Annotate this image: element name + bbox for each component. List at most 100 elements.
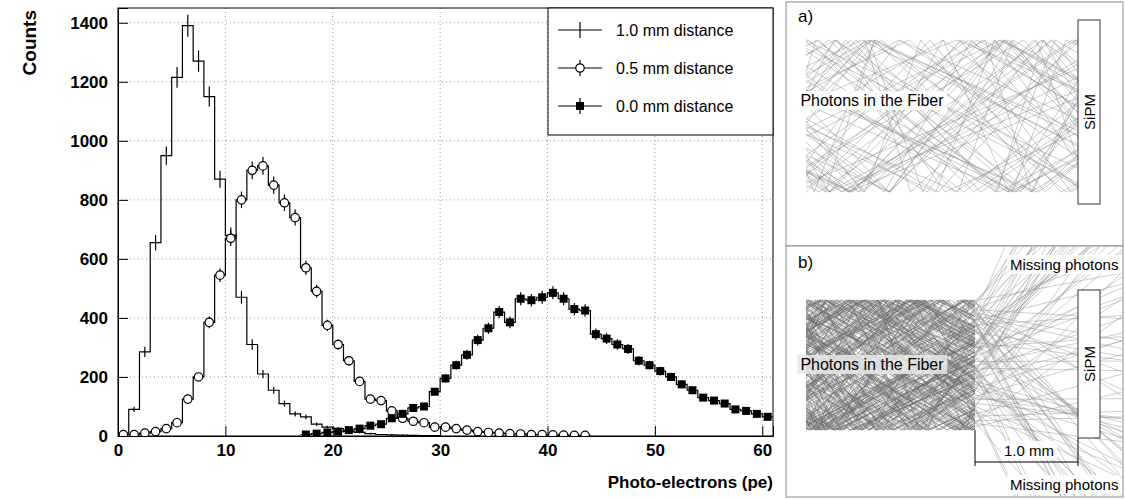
fiber-label: Photons in the Fiber	[800, 356, 944, 373]
series	[118, 15, 440, 436]
marker-circle	[323, 321, 331, 329]
fiber-label-group: Photons in the Fiber	[797, 91, 947, 110]
y-tick: 200	[80, 368, 128, 387]
marker-square	[538, 293, 546, 301]
error-bar	[252, 339, 253, 350]
step-line	[301, 293, 773, 435]
marker-square	[613, 340, 621, 348]
photon-ray	[806, 40, 1078, 192]
marker-square	[452, 361, 460, 369]
error-bar	[434, 435, 435, 436]
y-tick-mark	[118, 259, 128, 260]
marker-circle	[269, 181, 277, 189]
missing-label-group: Missing photons	[1007, 255, 1121, 274]
marker-square	[323, 428, 331, 436]
photon-ray	[806, 300, 975, 430]
marker-circle	[388, 407, 396, 415]
x-tick-mark	[225, 426, 226, 436]
marker-square	[764, 413, 772, 421]
photon-ray	[806, 40, 1078, 192]
error-bar	[134, 407, 135, 412]
marker-square	[463, 351, 471, 359]
error-bar	[241, 291, 242, 304]
photon-ray	[806, 300, 975, 430]
photon-ray	[806, 300, 975, 430]
photon-ray	[806, 300, 975, 430]
photon-ray	[806, 300, 975, 430]
error-bar	[155, 235, 156, 250]
photon-ray	[806, 40, 1078, 192]
panel-label: b)	[798, 253, 813, 272]
error-bar	[423, 435, 424, 436]
marker-square	[678, 380, 686, 388]
marker-square	[484, 324, 492, 332]
y-tick-label: 200	[80, 368, 108, 387]
series	[118, 157, 590, 436]
marker-circle	[355, 377, 363, 385]
y-tick-mark	[118, 436, 128, 437]
distance-label-group: 1.0 mm	[1001, 441, 1057, 460]
marker-circle	[119, 430, 127, 436]
photon-ray	[806, 300, 975, 430]
page: 01020304050600200400600800100012001400Ph…	[0, 0, 1125, 499]
fiber-label-group: Photons in the Fiber	[797, 355, 947, 374]
marker-square	[603, 335, 611, 343]
photon-ray	[806, 40, 1078, 192]
photon-ray	[806, 300, 975, 430]
marker-square	[527, 296, 535, 304]
photon-ray	[806, 40, 1078, 192]
fiber-label: Photons in the Fiber	[800, 92, 944, 109]
marker-square	[474, 336, 482, 344]
legend-marker	[576, 102, 584, 110]
marker-square	[753, 410, 761, 418]
photon-ray	[806, 300, 975, 430]
y-tick-mark	[118, 82, 128, 83]
photon-ray	[806, 300, 975, 430]
y-tick-label: 400	[80, 309, 108, 328]
y-tick: 1400	[70, 14, 128, 33]
marker-circle	[345, 357, 353, 365]
photon-rays	[806, 40, 1078, 192]
x-tick: 60	[753, 426, 772, 460]
marker-circle	[302, 264, 310, 272]
marker-square	[624, 345, 632, 353]
x-tick-label: 20	[324, 441, 343, 460]
grid-line-y	[118, 140, 773, 141]
error-bar	[391, 434, 392, 435]
marker-circle	[259, 162, 267, 170]
marker-circle	[227, 234, 235, 242]
y-tick-label: 1400	[70, 14, 108, 33]
legend-label: 0.5 mm distance	[616, 60, 733, 77]
x-tick-mark	[655, 426, 656, 436]
marker-square	[656, 367, 664, 375]
distance-label: 1.0 mm	[1004, 442, 1054, 459]
marker-square	[334, 428, 342, 436]
scale-bar-end	[1078, 438, 1079, 466]
marker-square	[549, 289, 557, 297]
error-bar	[316, 422, 317, 426]
photon-ray	[806, 40, 1078, 192]
step-line	[118, 26, 440, 436]
error-bar	[295, 411, 296, 416]
y-tick: 600	[80, 250, 128, 269]
photon-ray	[806, 300, 975, 430]
marker-square	[302, 431, 310, 436]
error-bar	[166, 146, 167, 164]
photon-ray	[806, 40, 1078, 192]
error-bar	[370, 433, 371, 435]
marker-square	[431, 388, 439, 396]
marker-square	[570, 305, 578, 313]
y-tick-label: 800	[80, 191, 108, 210]
marker-square	[377, 420, 385, 428]
x-tick: 50	[646, 426, 665, 460]
y-tick-mark	[118, 377, 128, 378]
sipm-label: SiPM	[1081, 94, 1098, 130]
scale-bar-line	[975, 462, 1078, 463]
grid-line-y	[118, 199, 773, 200]
marker-circle	[141, 429, 149, 436]
marker-square	[710, 397, 718, 405]
marker-square	[495, 308, 503, 316]
marker-square	[442, 374, 450, 382]
grid-line-y	[118, 258, 773, 259]
marker-circle	[420, 419, 428, 427]
